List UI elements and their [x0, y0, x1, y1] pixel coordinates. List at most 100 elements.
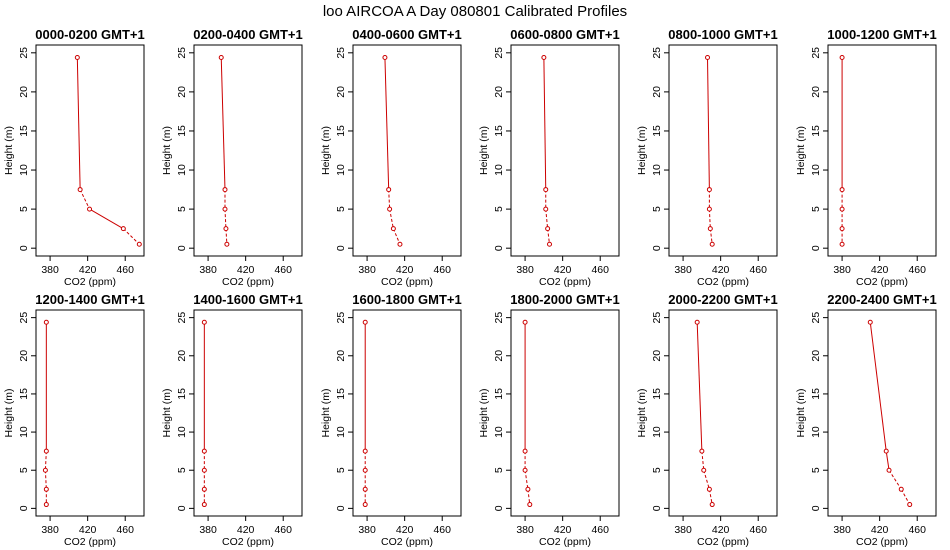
profile-panel: 0600-0800 GMT+1 0 5 10 15 20 25 Height (m) 380 42… [478, 27, 620, 288]
y-tick-label: 0 [18, 505, 30, 511]
y-axis-label: Height (m) [3, 388, 15, 437]
profile-segment [900, 489, 911, 505]
x-tick-label: 460 [908, 264, 926, 276]
y-tick-label: 5 [335, 206, 347, 212]
plot-frame [193, 44, 303, 257]
x-axis-label: CO2 (ppm) [222, 276, 274, 288]
profile-segment [545, 209, 549, 229]
profile-point [706, 206, 712, 212]
y-axis-label: Height (m) [161, 126, 173, 175]
panel-title: 0600-0800 GMT+1 [510, 27, 619, 42]
y-tick-label: 25 [810, 47, 822, 59]
profile-point [387, 206, 393, 212]
x-tick-label: 420 [871, 524, 889, 536]
profile-panel: 1800-2000 GMT+1 0 5 10 15 20 25 Height (m) 380 42… [478, 292, 620, 548]
profile-point [886, 467, 892, 473]
profile-point [694, 319, 700, 325]
y-tick-label: 10 [335, 164, 347, 176]
profile-point [527, 502, 533, 508]
profile-point [43, 502, 49, 508]
y-tick-label: 10 [18, 164, 30, 176]
profile-point [545, 226, 551, 232]
panel-title: 0200-0400 GMT+1 [193, 27, 302, 42]
profile-point [839, 187, 845, 193]
profile-point [43, 319, 49, 325]
profile-point [522, 319, 528, 325]
y-tick-label: 10 [810, 164, 822, 176]
profile-point [883, 448, 889, 454]
y-tick-label: 5 [651, 206, 663, 212]
plot-frame [35, 44, 145, 257]
profile-point [201, 448, 207, 454]
plot-frame [510, 309, 620, 517]
y-tick-label: 5 [18, 467, 30, 473]
profile-segment [709, 228, 713, 245]
profile-point [525, 486, 531, 492]
panel-grid: 0000-0200 GMT+1 0 5 10 15 20 25 Height (m) 380 42… [3, 27, 937, 548]
y-tick-label: 0 [810, 505, 822, 511]
x-tick-label: 460 [749, 264, 767, 276]
profile-segment [701, 451, 705, 471]
y-axis-label: Height (m) [795, 388, 807, 437]
panel-title: 2200-2400 GMT+1 [827, 292, 936, 307]
profile-point [397, 241, 403, 247]
y-tick-label: 0 [651, 505, 663, 511]
y-tick-label: 25 [493, 312, 505, 324]
profile-point [42, 467, 48, 473]
x-axis-label: CO2 (ppm) [381, 536, 433, 548]
panel-title: 1400-1600 GMT+1 [193, 292, 302, 307]
profile-panel: 2200-2400 GMT+1 0 5 10 15 20 25 Height (m) 380 42… [795, 292, 937, 548]
x-axis-label: CO2 (ppm) [381, 276, 433, 288]
y-tick-label: 20 [810, 350, 822, 362]
y-tick-label: 5 [18, 206, 30, 212]
profile-point [543, 206, 549, 212]
profile-point [709, 502, 715, 508]
x-tick-label: 380 [199, 524, 217, 536]
profile-point [382, 55, 388, 61]
y-tick-label: 20 [18, 350, 30, 362]
y-tick-label: 20 [493, 86, 505, 98]
y-tick-label: 10 [176, 426, 188, 438]
plot-frame [827, 309, 937, 517]
profile-segment [703, 470, 710, 490]
y-tick-label: 10 [651, 164, 663, 176]
profile-point [390, 226, 396, 232]
profile-segment [696, 322, 703, 452]
x-axis-label: CO2 (ppm) [856, 536, 908, 548]
profile-point [223, 226, 229, 232]
y-tick-label: 5 [176, 206, 188, 212]
y-axis-label: Height (m) [3, 126, 15, 175]
x-tick-label: 460 [116, 264, 134, 276]
y-tick-label: 20 [18, 86, 30, 98]
y-tick-label: 0 [493, 505, 505, 511]
y-tick-label: 25 [176, 47, 188, 59]
y-tick-label: 25 [493, 47, 505, 59]
profile-panel: 1000-1200 GMT+1 0 5 10 15 20 25 Height (m) 380 42… [795, 27, 937, 288]
x-tick-label: 420 [871, 264, 889, 276]
y-tick-label: 5 [335, 467, 347, 473]
y-tick-label: 25 [651, 312, 663, 324]
y-tick-label: 10 [493, 164, 505, 176]
profile-segment [220, 57, 226, 190]
y-tick-label: 0 [493, 245, 505, 251]
x-tick-label: 460 [274, 524, 292, 536]
y-tick-label: 25 [335, 47, 347, 59]
profile-segment [44, 451, 47, 471]
y-tick-label: 15 [493, 125, 505, 137]
x-tick-label: 420 [237, 264, 255, 276]
profile-segment [89, 208, 124, 230]
y-tick-label: 25 [810, 312, 822, 324]
y-tick-label: 20 [651, 350, 663, 362]
profile-segment [122, 228, 140, 245]
profile-point [547, 241, 553, 247]
y-tick-label: 25 [651, 47, 663, 59]
x-tick-label: 460 [116, 524, 134, 536]
profile-point [201, 467, 207, 473]
y-tick-label: 20 [335, 350, 347, 362]
y-axis-label: Height (m) [320, 388, 332, 437]
y-tick-label: 15 [651, 388, 663, 400]
profile-point [386, 187, 392, 193]
x-tick-label: 420 [396, 524, 414, 536]
x-tick-label: 380 [516, 264, 534, 276]
